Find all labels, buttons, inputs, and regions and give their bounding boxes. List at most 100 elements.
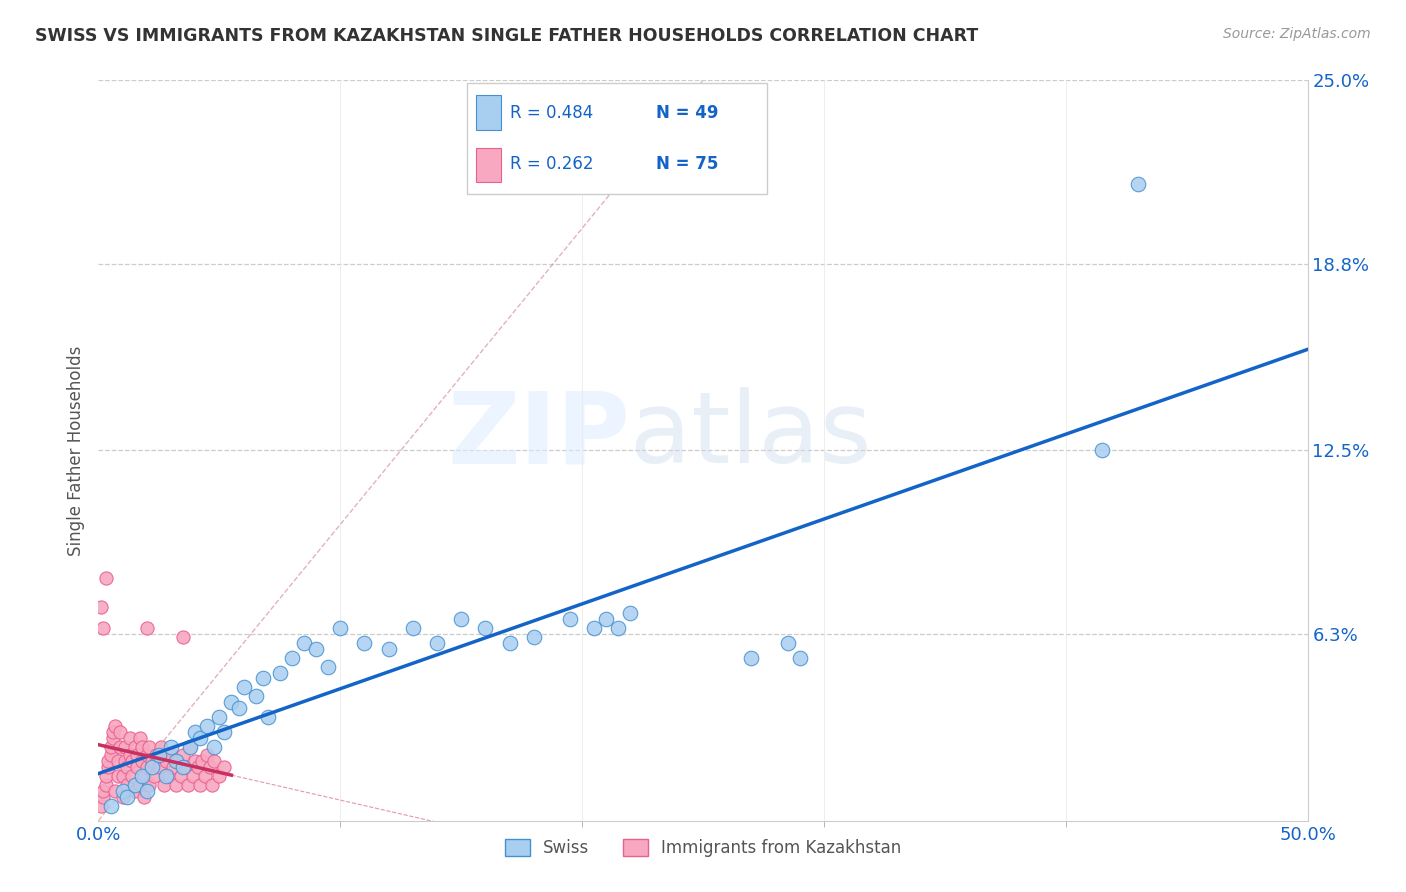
Point xyxy=(498,636,520,650)
Point xyxy=(134,769,156,783)
Point xyxy=(114,739,136,754)
Point xyxy=(167,755,190,769)
Point xyxy=(148,760,170,774)
Point xyxy=(101,724,124,739)
Point xyxy=(316,659,339,673)
Point xyxy=(90,600,112,615)
Point xyxy=(118,731,141,745)
Point xyxy=(160,748,183,763)
Point xyxy=(157,769,180,783)
Point xyxy=(141,760,163,774)
Point xyxy=(187,760,209,774)
Point xyxy=(135,784,157,798)
Point xyxy=(402,621,425,635)
Bar xyxy=(477,147,501,182)
Point xyxy=(172,748,194,763)
Point xyxy=(740,650,762,665)
Point xyxy=(124,739,146,754)
Point xyxy=(124,784,146,798)
Point xyxy=(97,760,120,774)
Point xyxy=(117,778,139,792)
Point xyxy=(155,755,177,769)
Point xyxy=(124,778,146,792)
Point xyxy=(204,755,226,769)
Point xyxy=(90,798,112,813)
Point xyxy=(91,621,114,635)
Point xyxy=(94,769,117,783)
Text: R = 0.484: R = 0.484 xyxy=(510,103,593,121)
Point xyxy=(135,621,157,635)
Point xyxy=(329,621,352,635)
Point xyxy=(174,760,197,774)
Text: R = 0.262: R = 0.262 xyxy=(510,155,593,173)
Point xyxy=(111,769,134,783)
Point xyxy=(172,760,194,774)
Point xyxy=(305,641,328,656)
Point xyxy=(212,724,235,739)
Point xyxy=(138,739,160,754)
Point xyxy=(292,636,315,650)
Point xyxy=(172,630,194,644)
Legend: Swiss, Immigrants from Kazakhstan: Swiss, Immigrants from Kazakhstan xyxy=(498,832,908,864)
Point xyxy=(177,778,200,792)
Point xyxy=(181,769,204,783)
Point xyxy=(97,755,120,769)
Point xyxy=(256,710,278,724)
Point xyxy=(118,748,141,763)
Point xyxy=(201,778,224,792)
Point xyxy=(523,630,546,644)
Point xyxy=(100,798,122,813)
Point xyxy=(165,778,187,792)
Point xyxy=(221,695,243,709)
Point xyxy=(127,760,149,774)
Point xyxy=(104,719,127,733)
Point xyxy=(353,636,375,650)
Point xyxy=(160,739,183,754)
Point xyxy=(152,778,174,792)
Point xyxy=(169,769,191,783)
Point xyxy=(377,641,399,656)
Text: SWISS VS IMMIGRANTS FROM KAZAKHSTAN SINGLE FATHER HOUSEHOLDS CORRELATION CHART: SWISS VS IMMIGRANTS FROM KAZAKHSTAN SING… xyxy=(35,27,979,45)
Point xyxy=(94,778,117,792)
Point xyxy=(104,784,127,798)
Point xyxy=(117,760,139,774)
Point xyxy=(426,636,449,650)
FancyBboxPatch shape xyxy=(467,83,768,194)
Point xyxy=(619,607,641,621)
Point xyxy=(179,739,201,754)
Point xyxy=(100,739,122,754)
Point xyxy=(208,769,231,783)
Point xyxy=(134,789,156,804)
Point xyxy=(128,731,150,745)
Point xyxy=(188,778,211,792)
Point xyxy=(155,769,177,783)
Text: atlas: atlas xyxy=(630,387,872,484)
Point xyxy=(212,760,235,774)
Point xyxy=(179,739,201,754)
Point xyxy=(165,755,187,769)
Bar xyxy=(477,95,501,130)
Point xyxy=(232,681,254,695)
Point xyxy=(121,755,143,769)
Point xyxy=(558,612,581,626)
Point xyxy=(184,755,207,769)
Point xyxy=(131,739,153,754)
Point xyxy=(245,690,267,704)
Point xyxy=(281,650,304,665)
Point xyxy=(204,739,226,754)
Point xyxy=(91,789,114,804)
Point xyxy=(184,724,207,739)
Point xyxy=(91,784,114,798)
Text: N = 49: N = 49 xyxy=(655,103,718,121)
Point xyxy=(121,769,143,783)
Point xyxy=(111,789,134,804)
Text: N = 75: N = 75 xyxy=(655,155,718,173)
Text: Source: ZipAtlas.com: Source: ZipAtlas.com xyxy=(1223,27,1371,41)
Point xyxy=(228,701,250,715)
Point xyxy=(1091,443,1114,458)
Point xyxy=(148,748,170,763)
Point xyxy=(131,755,153,769)
Point xyxy=(583,621,606,635)
Point xyxy=(145,748,167,763)
Point xyxy=(135,760,157,774)
